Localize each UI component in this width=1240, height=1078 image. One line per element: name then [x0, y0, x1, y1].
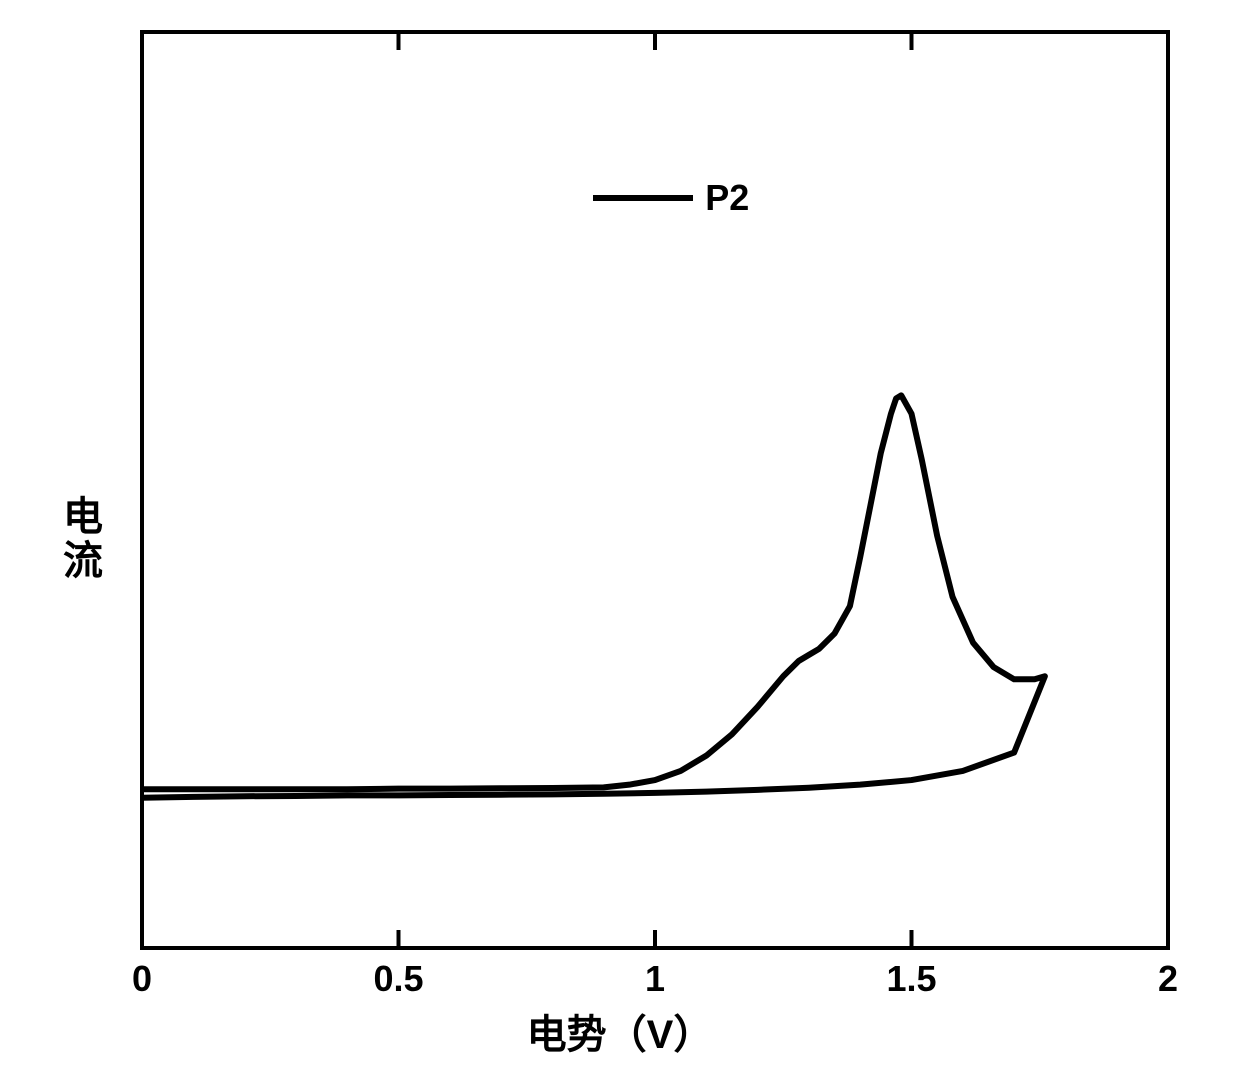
x-tick-label: 0	[132, 958, 152, 1000]
x-tick-label: 2	[1158, 958, 1178, 1000]
plot-border	[142, 32, 1168, 948]
y-axis-label: 电流	[50, 495, 108, 583]
x-tick-label: 1	[645, 958, 665, 1000]
cv-curve	[142, 395, 1045, 797]
x-ticks-group	[142, 32, 1168, 948]
chart-container: P2	[140, 30, 1170, 950]
x-tick-label: 0.5	[373, 958, 423, 1000]
cv-plot	[140, 30, 1170, 950]
legend: P2	[593, 177, 749, 219]
x-axis-label: 电势（V）	[527, 1002, 714, 1060]
x-tick-label: 1.5	[886, 958, 936, 1000]
legend-label: P2	[705, 177, 749, 219]
legend-line	[593, 195, 693, 201]
